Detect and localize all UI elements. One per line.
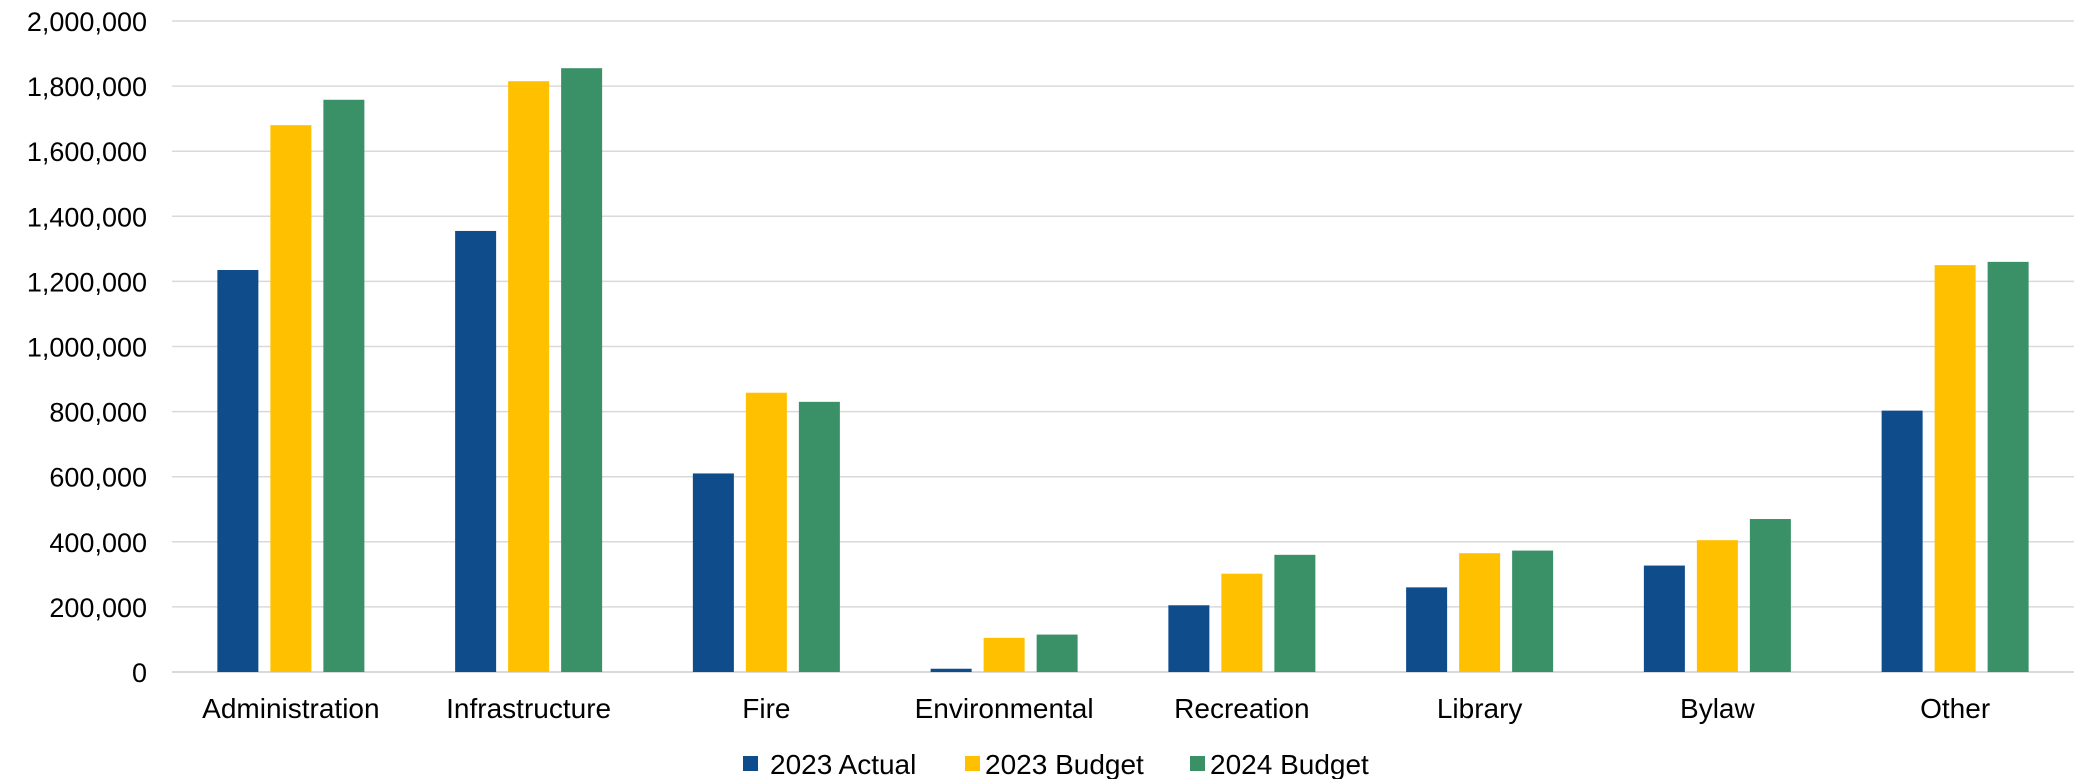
bar-recreation-2023-budget <box>1221 573 1263 672</box>
legend-label: 2024 Budget <box>1210 749 1369 779</box>
x-category-label: Administration <box>202 693 379 724</box>
y-tick-label: 1,200,000 <box>27 267 147 297</box>
bar-bylaw-2023-actual <box>1643 565 1685 672</box>
bar-administration-2023-actual <box>217 270 259 672</box>
bar-recreation-2024-budget <box>1274 554 1316 672</box>
y-tick-label: 400,000 <box>49 528 147 558</box>
bar-administration-2023-budget <box>270 125 312 672</box>
legend-swatch <box>1190 756 1205 771</box>
bar-environmental-2023-budget <box>983 637 1025 672</box>
x-category-label: Fire <box>742 693 790 724</box>
y-tick-label: 200,000 <box>49 593 147 623</box>
y-tick-label: 1,800,000 <box>27 72 147 102</box>
bar-infrastructure-2024-budget <box>561 68 603 672</box>
legend-label: 2023 Actual <box>770 749 916 779</box>
bar-recreation-2023-actual <box>1168 605 1210 672</box>
legend-swatch <box>965 756 980 771</box>
x-category-label: Infrastructure <box>446 693 611 724</box>
bar-infrastructure-2023-actual <box>455 230 497 672</box>
bar-library-2023-actual <box>1406 587 1448 672</box>
bar-environmental-2023-actual <box>930 668 972 672</box>
bar-other-2023-budget <box>1934 265 1976 672</box>
bar-fire-2023-actual <box>692 473 734 672</box>
y-tick-label: 1,000,000 <box>27 333 147 363</box>
bar-library-2023-budget <box>1459 553 1501 672</box>
bar-bylaw-2023-budget <box>1696 540 1738 672</box>
bar-other-2024-budget <box>1987 261 2029 672</box>
bar-bylaw-2024-budget <box>1749 519 1791 672</box>
bar-environmental-2024-budget <box>1036 634 1078 672</box>
y-tick-label: 1,400,000 <box>27 202 147 232</box>
bar-other-2023-actual <box>1881 410 1923 672</box>
y-tick-label: 2,000,000 <box>27 7 147 37</box>
y-tick-label: 800,000 <box>49 398 147 428</box>
x-category-label: Recreation <box>1174 693 1309 724</box>
x-axis-category-labels: Administration Infrastructure Fire Environm… <box>202 693 1990 724</box>
x-category-label: Other <box>1920 693 1990 724</box>
bars <box>217 68 2029 672</box>
legend-label: 2023 Budget <box>985 749 1144 779</box>
bar-infrastructure-2023-budget <box>508 81 550 672</box>
x-category-label: Bylaw <box>1680 693 1755 724</box>
legend: 2023 Actual 2023 Budget 2024 Budget <box>743 749 1369 779</box>
y-axis-tick-labels: 0 200,000 400,000 600,000 800,000 1,000,000 1,… <box>27 7 147 688</box>
legend-swatch <box>743 756 758 771</box>
y-tick-label: 1,600,000 <box>27 137 147 167</box>
bar-library-2024-budget <box>1512 550 1554 672</box>
x-category-label: Library <box>1437 693 1523 724</box>
x-category-label: Environmental <box>915 693 1094 724</box>
y-tick-label: 0 <box>132 658 147 688</box>
bar-administration-2024-budget <box>323 99 365 672</box>
bar-fire-2023-budget <box>745 392 787 672</box>
y-tick-label: 600,000 <box>49 463 147 493</box>
bar-fire-2024-budget <box>798 401 840 672</box>
